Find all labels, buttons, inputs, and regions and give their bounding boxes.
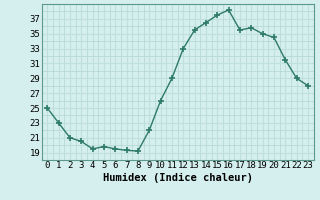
X-axis label: Humidex (Indice chaleur): Humidex (Indice chaleur): [103, 173, 252, 183]
